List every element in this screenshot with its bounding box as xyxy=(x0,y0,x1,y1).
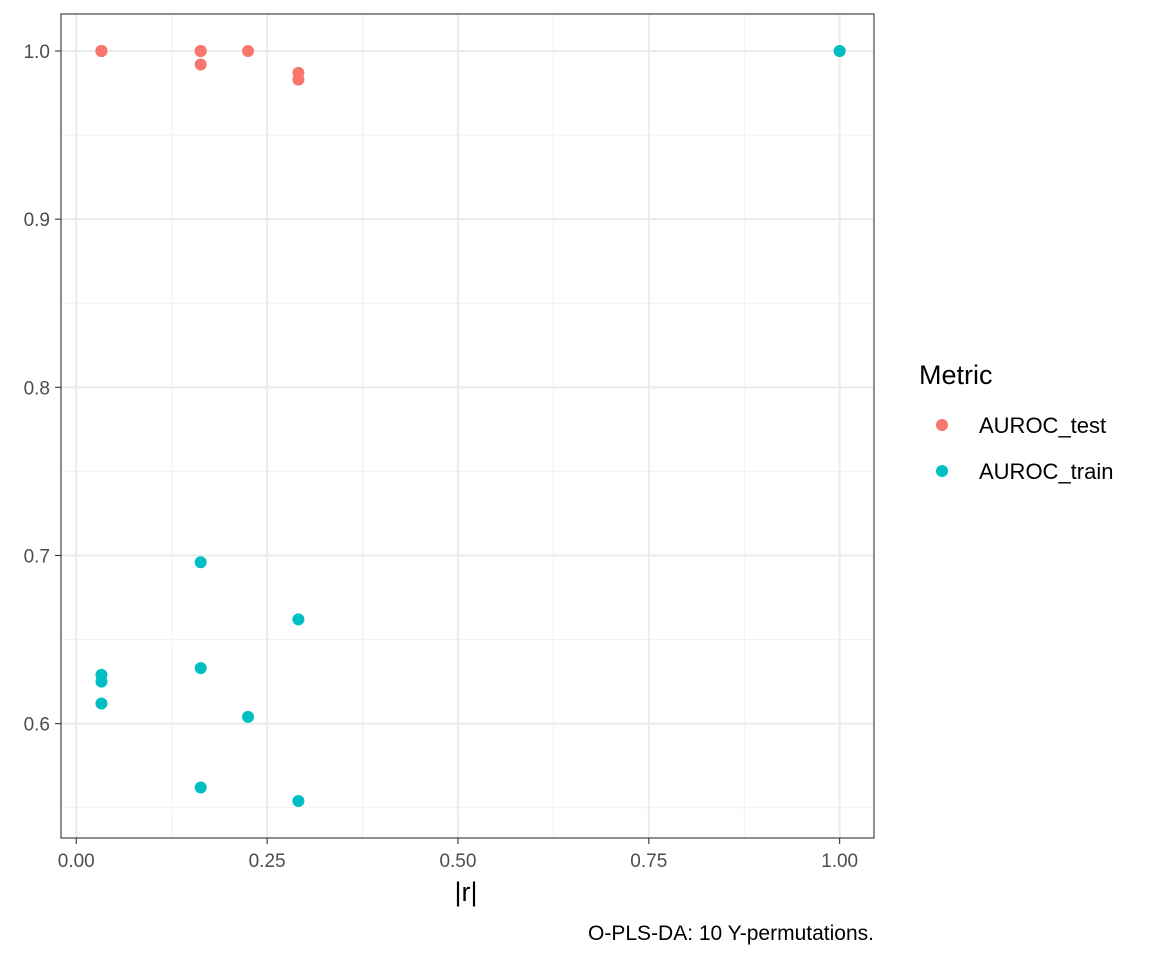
x-axis: 0.00 0.25 0.50 0.75 1.00 xyxy=(58,838,858,872)
data-point-auroc-train xyxy=(833,44,846,57)
legend-items: AUROC_test AUROC_train xyxy=(936,413,1113,484)
y-tick-label: 1.0 xyxy=(24,42,50,63)
y-tick-label: 0.8 xyxy=(24,378,50,399)
legend-title: Metric xyxy=(919,360,993,390)
x-axis-label: |r| xyxy=(454,877,477,907)
data-point-auroc-train xyxy=(194,556,207,569)
data-point-auroc-test xyxy=(194,44,207,57)
legend-key xyxy=(936,465,948,477)
legend-label: AUROC_test xyxy=(979,413,1106,438)
chart-caption: O-PLS-DA: 10 Y-permutations. xyxy=(588,922,874,945)
data-point-auroc-train xyxy=(292,613,305,626)
data-point-auroc-train xyxy=(95,675,108,688)
x-tick-label: 1.00 xyxy=(821,851,858,872)
x-tick-label: 0.25 xyxy=(249,851,286,872)
y-axis: 0.6 0.7 0.8 0.9 1.0 xyxy=(24,42,61,736)
x-tick-label: 0.75 xyxy=(630,851,667,872)
data-point-auroc-test xyxy=(242,44,255,57)
x-tick-label: 0.50 xyxy=(439,851,476,872)
y-tick-label: 0.9 xyxy=(24,210,50,231)
legend-key xyxy=(936,419,948,431)
legend: Metric AUROC_test AUROC_train xyxy=(919,360,1113,484)
panel-border xyxy=(60,13,875,839)
data-point-auroc-test xyxy=(194,58,207,71)
data-point-auroc-train xyxy=(242,710,255,723)
x-tick-label: 0.00 xyxy=(58,851,95,872)
data-points xyxy=(95,44,846,808)
data-point-auroc-train xyxy=(95,697,108,710)
data-point-auroc-test xyxy=(95,44,108,57)
data-point-auroc-train xyxy=(292,795,305,808)
data-point-auroc-train xyxy=(194,781,207,794)
major-gridlines xyxy=(61,14,874,838)
legend-label: AUROC_train xyxy=(979,459,1113,484)
y-tick-label: 0.6 xyxy=(24,715,50,736)
minor-gridlines xyxy=(61,14,874,838)
y-tick-label: 0.7 xyxy=(24,546,50,567)
data-point-auroc-test xyxy=(292,73,305,86)
data-point-auroc-train xyxy=(194,662,207,675)
